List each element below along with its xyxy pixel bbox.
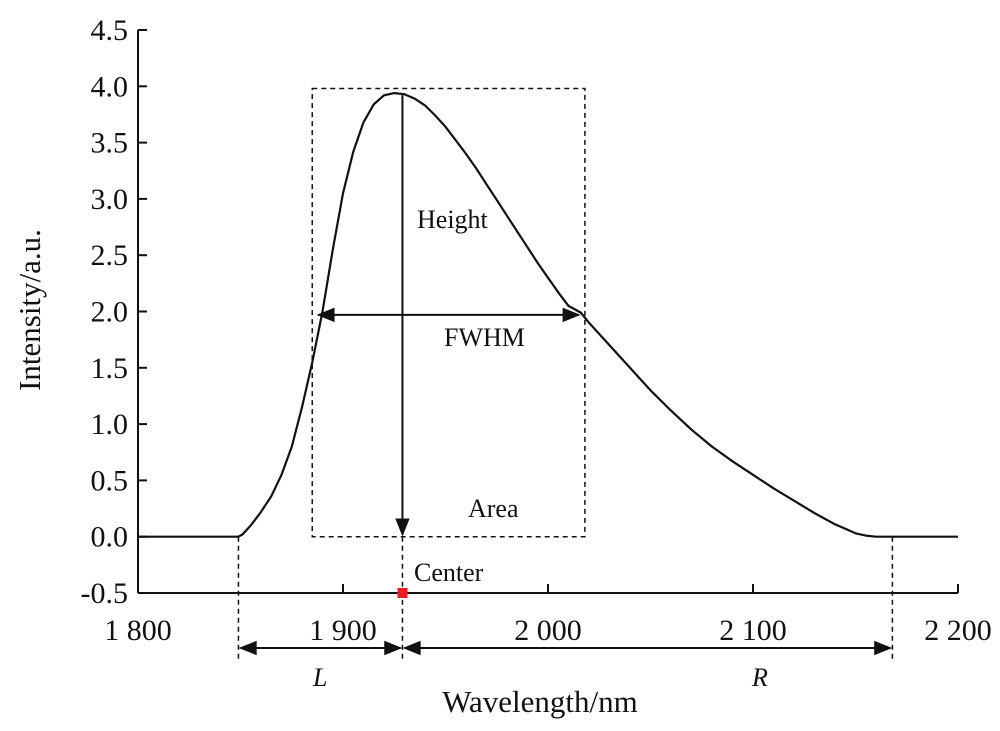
x-tick-label: 2 100 <box>719 614 787 647</box>
y-tick-label: 0.5 <box>91 464 129 497</box>
height-label: Height <box>417 205 489 234</box>
right-range-label: R <box>751 663 768 692</box>
x-axis-title: Wavelength/nm <box>442 684 638 719</box>
x-tick-label: 1 900 <box>309 614 377 647</box>
left-range-label: L <box>312 663 327 692</box>
y-axis-title: Intensity/a.u. <box>12 229 47 391</box>
y-axis-ticks: -0.5 0.0 0.5 1.0 1.5 2.0 2.5 3.0 3.5 4.0 4.5 <box>81 14 147 610</box>
y-tick-label: 1.0 <box>91 408 129 441</box>
spectrum-curve <box>138 92 958 538</box>
y-tick-label: 4.0 <box>91 70 129 103</box>
axes <box>137 30 958 594</box>
area-label: Area <box>468 494 519 523</box>
y-tick-label: 3.0 <box>91 183 129 216</box>
annotations <box>238 93 893 656</box>
y-tick-label: 2.5 <box>91 239 129 272</box>
y-tick-label: 3.5 <box>91 127 129 160</box>
y-tick-label: 2.0 <box>91 296 129 329</box>
x-tick-label: 2 200 <box>924 614 992 647</box>
center-label: Center <box>414 558 484 587</box>
y-tick-label: 0.0 <box>91 521 129 554</box>
y-tick-label: 4.5 <box>91 14 129 47</box>
y-tick-label: 1.5 <box>91 352 129 385</box>
fwhm-label: FWHM <box>444 323 525 352</box>
guide-lines <box>237 87 894 660</box>
y-tick-label: -0.5 <box>81 577 129 610</box>
x-tick-label: 2 000 <box>514 614 582 647</box>
area-box <box>311 87 586 538</box>
x-tick-label: 1 800 <box>104 614 172 647</box>
plot-area <box>138 92 958 538</box>
center-marker <box>397 588 408 598</box>
